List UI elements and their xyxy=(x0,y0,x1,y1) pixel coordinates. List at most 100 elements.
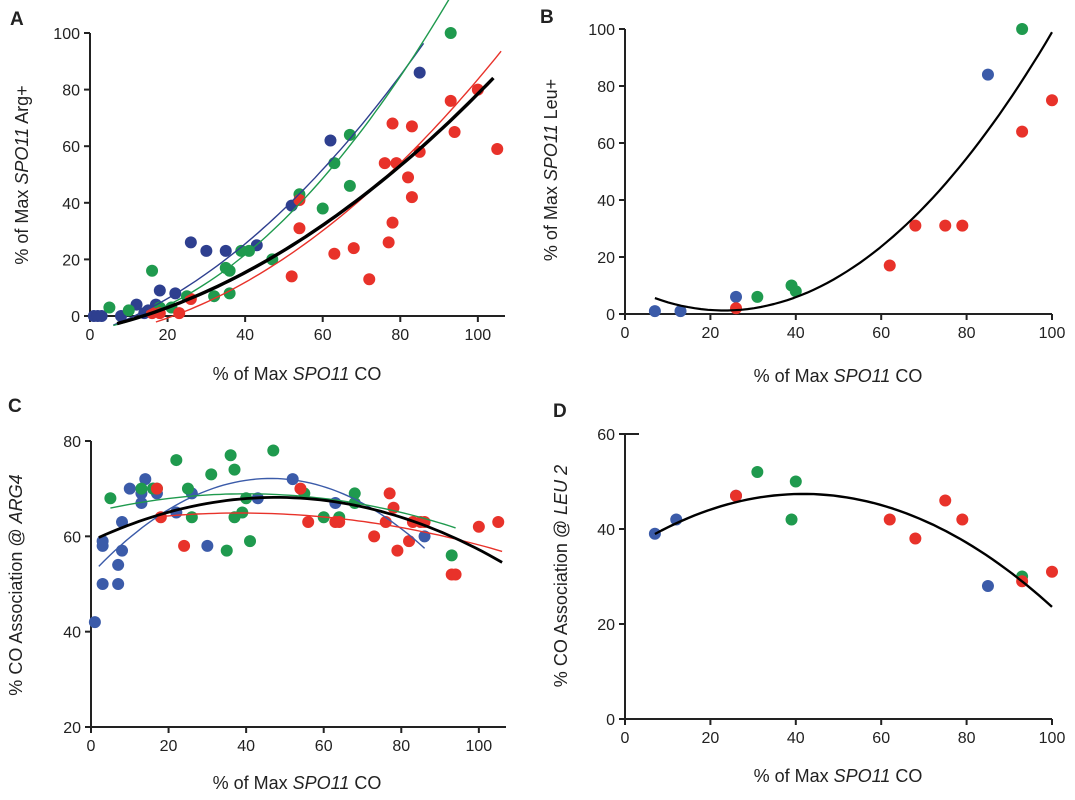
data-point-blue xyxy=(112,558,125,571)
data-point-red xyxy=(492,516,505,529)
x-tick-label: 40 xyxy=(787,325,805,342)
data-point-blue xyxy=(88,616,101,629)
data-point-navy xyxy=(413,66,426,79)
y-tick-label: 80 xyxy=(597,79,615,96)
panel-letter: D xyxy=(553,401,567,422)
data-point-green xyxy=(1016,23,1029,35)
overall-fit-curve xyxy=(654,492,1053,608)
data-point-red xyxy=(294,482,307,495)
data-point-green xyxy=(205,468,218,481)
x-tick-label: 40 xyxy=(236,327,254,344)
y-tick-label: 20 xyxy=(62,252,80,269)
data-point-green xyxy=(103,301,116,314)
x-axis-title-part: % of Max xyxy=(213,773,293,793)
overall-fit-curve xyxy=(654,31,1053,312)
data-point-red xyxy=(730,302,743,315)
data-point-blue xyxy=(981,68,994,81)
x-tick-label: 20 xyxy=(159,327,177,344)
data-point-red xyxy=(285,270,298,283)
data-point-green xyxy=(224,449,237,462)
data-point-green xyxy=(220,544,233,557)
y-axis-title-part: Arg+ xyxy=(12,85,32,128)
data-point-navy xyxy=(324,134,337,147)
data-point-green xyxy=(228,463,241,476)
x-tick-label: 100 xyxy=(1039,730,1066,747)
y-tick-label: 60 xyxy=(63,529,81,546)
data-point-red xyxy=(939,494,952,507)
x-tick-label: 20 xyxy=(702,730,720,747)
data-point-red xyxy=(328,247,341,260)
y-tick-label: 0 xyxy=(71,309,80,326)
data-point-red xyxy=(368,530,381,543)
fit-curve-navy xyxy=(113,42,425,326)
y-axis-title: % of Max SPO11 Arg+ xyxy=(12,85,32,264)
data-point-green xyxy=(789,475,802,488)
x-tick-label: 100 xyxy=(1039,325,1066,342)
x-tick-label: 80 xyxy=(958,325,976,342)
y-axis-title-part: LEU 2 xyxy=(551,465,571,515)
data-point-green xyxy=(208,290,221,303)
y-tick-label: 60 xyxy=(597,136,615,153)
y-tick-label: 20 xyxy=(63,720,81,737)
y-tick-label: 80 xyxy=(62,83,80,100)
data-point-green xyxy=(104,492,117,505)
data-point-green xyxy=(223,287,236,300)
y-tick-label: 40 xyxy=(597,193,615,210)
data-point-red xyxy=(150,482,163,495)
y-tick-label: 40 xyxy=(597,522,615,539)
data-point-green xyxy=(244,535,257,548)
y-tick-label: 100 xyxy=(53,26,80,43)
data-point-navy xyxy=(95,310,108,322)
data-point-green xyxy=(751,466,764,478)
y-tick-label: 60 xyxy=(597,427,615,444)
data-point-red xyxy=(491,143,504,156)
data-point-red xyxy=(405,120,418,133)
x-axis-title-part: % of Max xyxy=(754,366,834,386)
x-tick-label: 60 xyxy=(315,738,333,755)
data-point-navy xyxy=(219,244,232,257)
x-tick-label: 60 xyxy=(872,730,890,747)
data-point-blue xyxy=(981,580,994,592)
data-point-green xyxy=(343,179,356,192)
data-point-red xyxy=(383,487,396,500)
y-tick-label: 40 xyxy=(62,196,80,213)
data-point-red xyxy=(956,513,969,526)
y-axis-title-part: % CO Association @ xyxy=(6,523,26,695)
y-axis-title: % CO Association @ ARG4 xyxy=(6,474,26,695)
x-axis-title-part: CO xyxy=(890,766,922,786)
x-axis-title-part: % of Max xyxy=(754,766,834,786)
panel-b: B 0 20 40 60 80 100 0 20 40 60 80 100 % of Max SPO11 … xyxy=(540,7,1065,386)
x-tick-label: 100 xyxy=(464,327,491,344)
data-point-red xyxy=(1046,565,1058,578)
x-tick-label: 0 xyxy=(621,730,630,747)
fit-curve-green xyxy=(110,493,456,529)
overall-fit-curve xyxy=(98,495,503,564)
data-point-red xyxy=(730,489,743,502)
data-point-red xyxy=(413,145,426,158)
data-point-red xyxy=(347,242,360,255)
y-axis-title: % of Max SPO11 Leu+ xyxy=(541,79,561,261)
data-point-blue xyxy=(201,539,214,552)
y-axis-title-part: Leu+ xyxy=(541,79,561,125)
data-point-green xyxy=(343,128,356,141)
data-point-red xyxy=(386,216,399,229)
x-axis-title-part: CO xyxy=(349,364,381,384)
y-tick-label: 80 xyxy=(63,434,81,451)
data-point-red xyxy=(883,259,896,272)
x-axis-title-part: CO xyxy=(890,366,922,386)
data-point-navy xyxy=(153,284,166,297)
y-axis-title-part: % of Max xyxy=(541,181,561,261)
data-point-navy xyxy=(184,236,197,249)
x-tick-label: 60 xyxy=(314,327,332,344)
data-point-navy xyxy=(200,244,213,257)
x-tick-label: 100 xyxy=(465,738,492,755)
data-point-red xyxy=(178,539,191,552)
data-point-red xyxy=(909,219,922,232)
y-tick-label: 60 xyxy=(62,139,80,156)
data-point-blue xyxy=(648,305,661,318)
data-point-red xyxy=(449,568,462,581)
data-point-blue xyxy=(116,544,129,557)
y-axis-title-part: SPO11 xyxy=(12,128,32,185)
data-point-red xyxy=(391,544,404,557)
